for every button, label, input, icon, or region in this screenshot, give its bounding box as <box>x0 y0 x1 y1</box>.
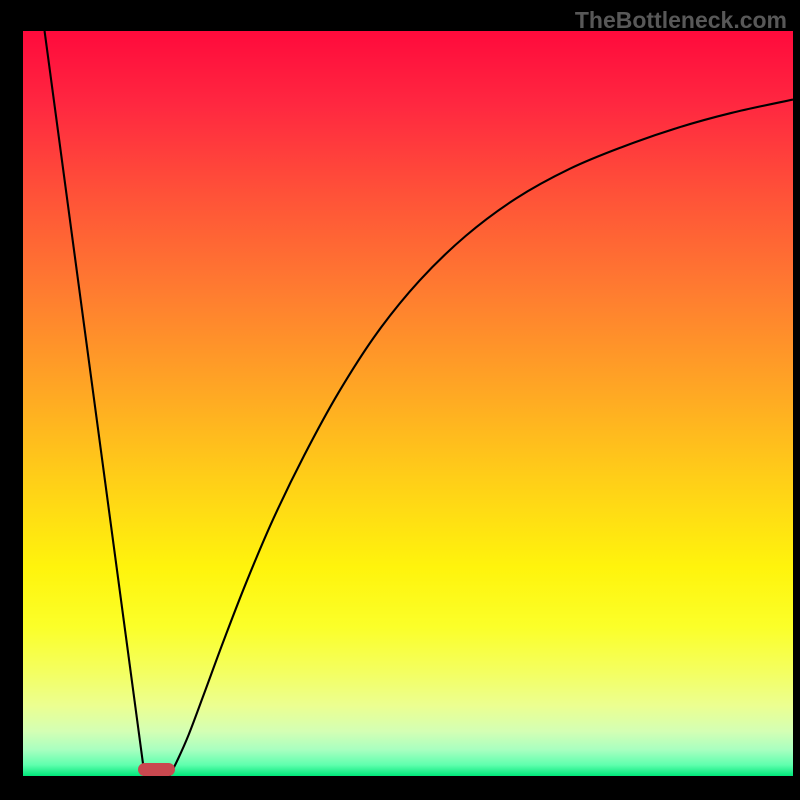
curve-layer <box>23 31 793 776</box>
right-curve <box>169 100 793 776</box>
min-marker <box>138 763 175 776</box>
plot-area <box>23 31 793 776</box>
watermark-text: TheBottleneck.com <box>575 7 787 34</box>
left-line <box>45 31 145 776</box>
chart-container: { "meta": { "watermark_text": "TheBottle… <box>0 0 800 800</box>
